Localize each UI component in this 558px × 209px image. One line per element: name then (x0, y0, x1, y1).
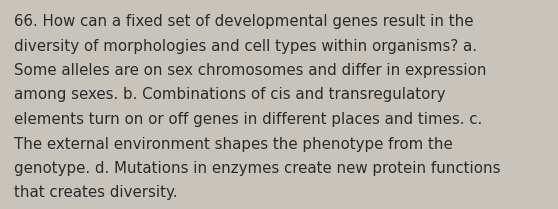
Text: elements turn on or off genes in different places and times. c.: elements turn on or off genes in differe… (14, 112, 482, 127)
Text: diversity of morphologies and cell types within organisms? a.: diversity of morphologies and cell types… (14, 38, 477, 54)
Text: 66. How can a fixed set of developmental genes result in the: 66. How can a fixed set of developmental… (14, 14, 474, 29)
Text: genotype. d. Mutations in enzymes create new protein functions: genotype. d. Mutations in enzymes create… (14, 161, 501, 176)
Text: among sexes. b. Combinations of cis and transregulatory: among sexes. b. Combinations of cis and … (14, 88, 445, 102)
Text: The external environment shapes the phenotype from the: The external environment shapes the phen… (14, 136, 453, 152)
Text: that creates diversity.: that creates diversity. (14, 186, 177, 200)
Text: Some alleles are on sex chromosomes and differ in expression: Some alleles are on sex chromosomes and … (14, 63, 487, 78)
